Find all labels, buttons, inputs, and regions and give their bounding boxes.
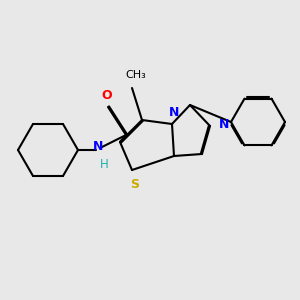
Text: N: N [219,118,229,130]
Text: CH₃: CH₃ [126,70,146,80]
Text: N: N [169,106,179,118]
Text: S: S [130,178,140,190]
Text: O: O [102,88,112,101]
Text: N: N [93,140,103,152]
Text: H: H [100,158,108,172]
